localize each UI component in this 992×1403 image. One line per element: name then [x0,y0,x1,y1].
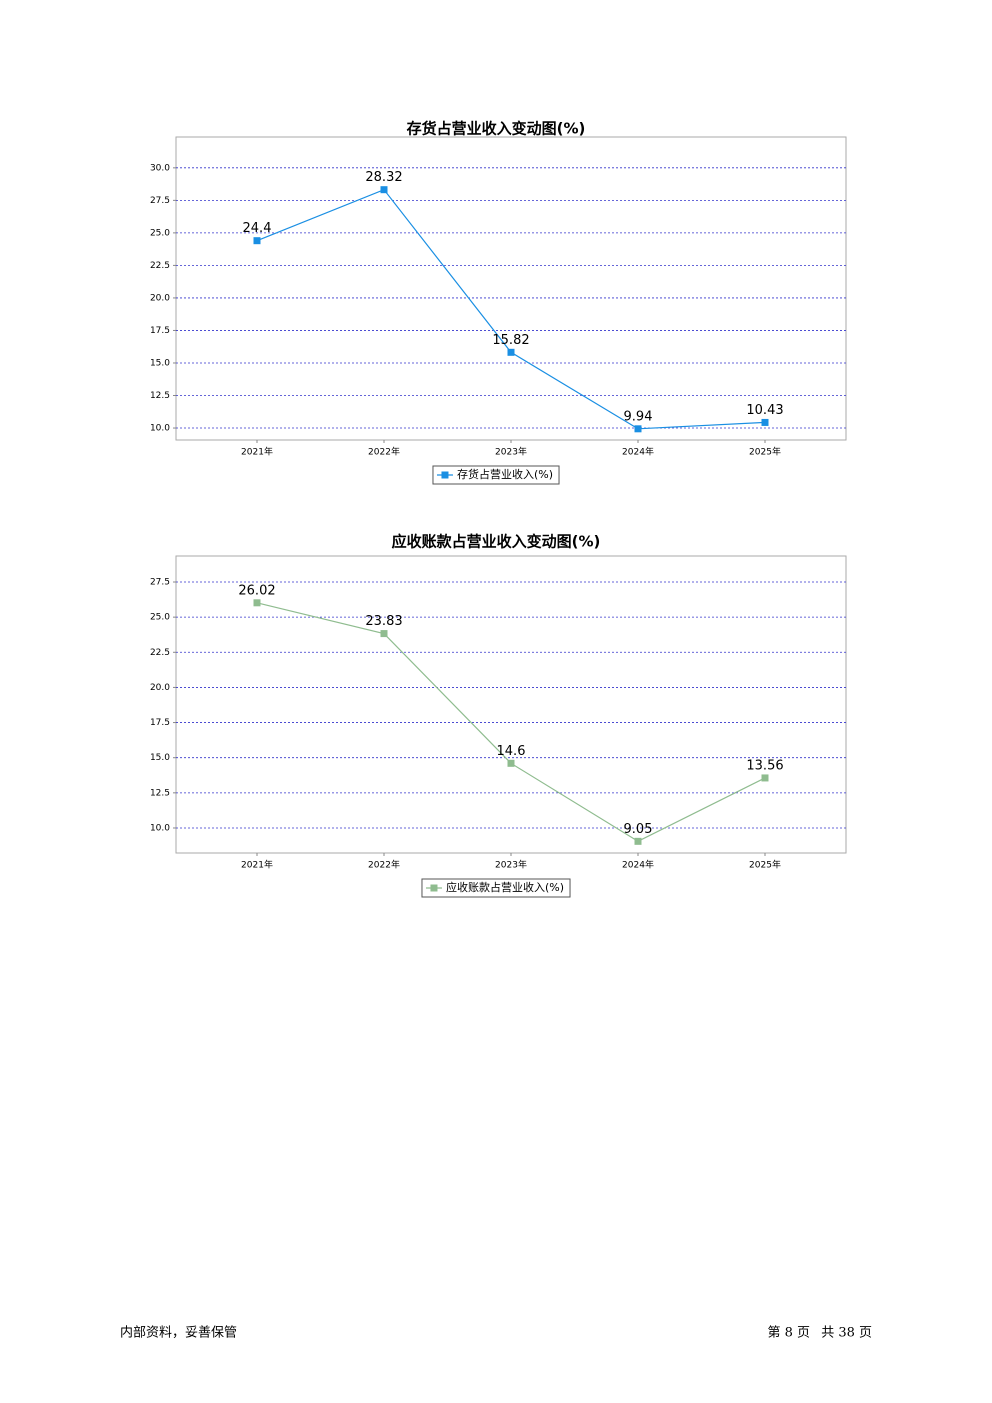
plot-area [175,136,847,441]
y-tick-label: 10.0 [150,424,170,434]
data-label: 9.94 [624,409,653,424]
data-label: 28.32 [365,170,402,185]
data-point [634,425,642,433]
y-tick-label: 25.0 [150,228,170,238]
x-tick-label: 2024年 [622,859,654,871]
data-label: 24.4 [243,221,272,236]
data-line [256,188,766,430]
x-tick-label: 2025年 [749,446,781,458]
data-point [507,348,515,356]
y-tick-label: 30.0 [150,163,170,173]
y-tick-label: 10.0 [150,823,170,833]
footer-page: 第 8 页 [767,1326,810,1341]
y-tick-label: 25.0 [150,613,170,623]
footer-note: 内部资料，妥善保管 [120,1325,237,1341]
data-point [761,418,769,426]
data-label: 23.83 [365,614,402,629]
x-tick-label: 2025年 [749,859,781,871]
data-point [761,774,769,782]
data-label: 26.02 [238,583,275,598]
data-point [253,599,261,607]
legend-label: 应收账款占营业收入(%) [446,880,564,894]
legend-marker [441,471,449,479]
data-label: 14.6 [497,744,526,759]
y-tick-label: 20.0 [150,293,170,303]
data-point [634,837,642,845]
data-label: 9.05 [624,822,653,837]
data-label: 13.56 [746,758,783,773]
chart-title: 存货占营业收入变动图(%) [407,120,586,138]
data-label: 15.82 [492,333,529,348]
y-tick-label: 15.0 [150,358,170,368]
legend-marker [430,884,438,892]
y-tick-label: 27.5 [150,196,170,206]
x-tick-label: 2024年 [622,446,654,458]
x-tick-label: 2022年 [368,859,400,871]
data-point [380,186,388,194]
data-line [256,602,766,843]
x-tick-label: 2021年 [241,446,273,458]
y-tick-label: 12.5 [150,788,170,798]
footer-total: 共 38 页 [821,1326,872,1341]
data-point [253,237,261,245]
data-point [507,759,515,767]
chart-title: 应收账款占营业收入变动图(%) [392,533,601,551]
x-tick-label: 2023年 [495,859,527,871]
y-tick-label: 12.5 [150,391,170,401]
x-tick-label: 2021年 [241,859,273,871]
y-tick-label: 22.5 [150,261,170,271]
legend-box [421,878,571,898]
data-point [380,630,388,638]
y-tick-label: 27.5 [150,578,170,588]
y-tick-label: 20.0 [150,683,170,693]
x-tick-label: 2023年 [495,446,527,458]
y-tick-label: 17.5 [150,326,170,336]
y-tick-label: 22.5 [150,648,170,658]
x-tick-label: 2022年 [368,446,400,458]
y-tick-label: 17.5 [150,718,170,728]
legend-label: 存货占营业收入(%) [457,467,553,481]
plot-area [175,555,847,854]
y-tick-label: 15.0 [150,753,170,763]
data-label: 10.43 [746,403,783,418]
legend-box [432,465,560,485]
